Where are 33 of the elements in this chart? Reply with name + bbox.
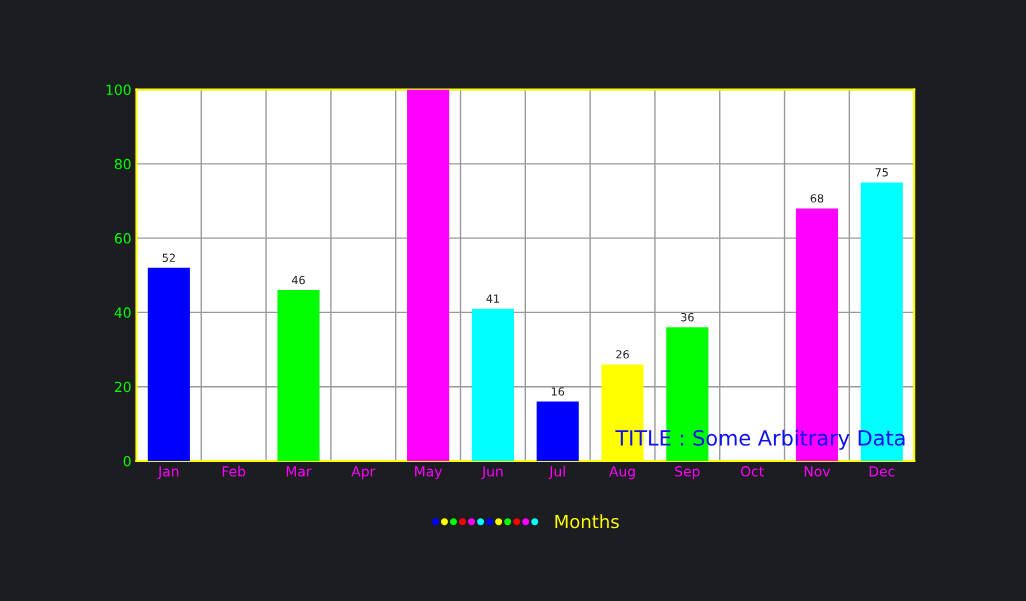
x-tick-label: May [415, 466, 443, 480]
legend-label: Months [555, 514, 619, 529]
data-label: 26 [616, 350, 629, 359]
data-label: 36 [681, 312, 694, 322]
y-tick-label: 0 [123, 455, 131, 467]
x-tick-label: Oct [740, 466, 764, 477]
x-tick-label: Jun [481, 466, 503, 480]
y-tick-label: 20 [114, 381, 131, 393]
x-tick-label: Jul [548, 465, 565, 480]
data-label: 52 [162, 253, 175, 262]
data-label: 41 [486, 294, 499, 303]
bar [536, 401, 579, 461]
x-tick-label: Jan [157, 466, 179, 480]
bar [147, 267, 190, 461]
y-tick-label: 60 [114, 233, 131, 244]
y-tick-label: 80 [114, 158, 131, 170]
y-tick-label: 100 [106, 84, 131, 96]
data-label: 16 [551, 387, 565, 396]
x-tick-label: Feb [222, 465, 246, 477]
x-tick-label: Aug [609, 466, 635, 480]
bar [860, 182, 903, 461]
bar [471, 308, 514, 461]
x-tick-label: Mar [286, 466, 312, 477]
x-tick-label: Apr [351, 466, 376, 480]
x-tick-label: Dec [869, 466, 895, 477]
data-label: 46 [291, 275, 305, 285]
bar [407, 89, 450, 461]
data-label: 75 [875, 168, 888, 177]
y-tick-label: 40 [114, 307, 131, 318]
bar [277, 290, 320, 461]
x-tick-label: Sep [675, 466, 700, 480]
data-label: 68 [810, 194, 824, 203]
x-tick-label: Nov [804, 466, 831, 477]
